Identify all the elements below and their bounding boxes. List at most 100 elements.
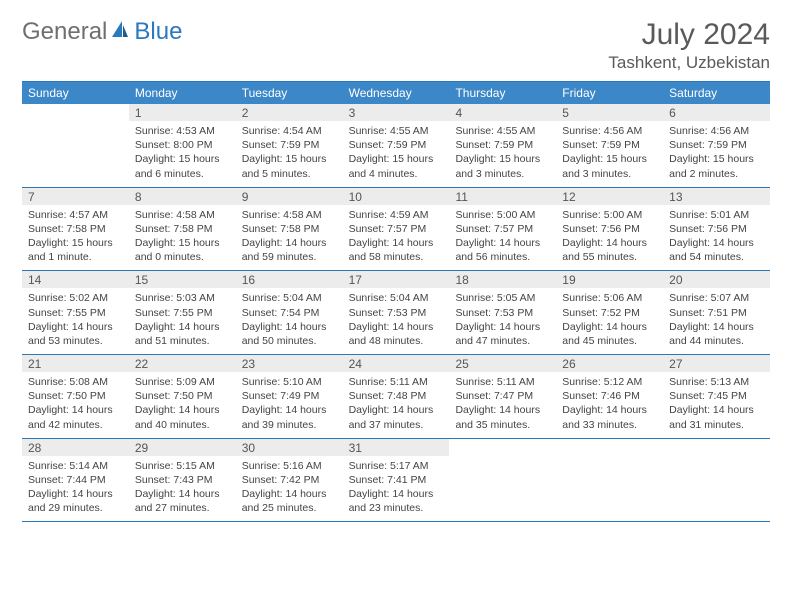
sunset-text: Sunset: 7:58 PM	[135, 222, 230, 236]
daylight-text: Daylight: 14 hours and 55 minutes.	[562, 236, 657, 264]
daylight-text: Daylight: 14 hours and 42 minutes.	[28, 403, 123, 431]
sunrise-text: Sunrise: 5:00 AM	[455, 208, 550, 222]
day-cell: 24Sunrise: 5:11 AMSunset: 7:48 PMDayligh…	[343, 355, 450, 438]
day-data: Sunrise: 4:55 AMSunset: 7:59 PMDaylight:…	[449, 121, 556, 187]
weeks-container: 1Sunrise: 4:53 AMSunset: 8:00 PMDaylight…	[22, 104, 770, 522]
day-data: Sunrise: 5:02 AMSunset: 7:55 PMDaylight:…	[22, 288, 129, 354]
sunset-text: Sunset: 7:45 PM	[669, 389, 764, 403]
sunrise-text: Sunrise: 5:15 AM	[135, 459, 230, 473]
daylight-text: Daylight: 14 hours and 50 minutes.	[242, 320, 337, 348]
day-cell: 7Sunrise: 4:57 AMSunset: 7:58 PMDaylight…	[22, 188, 129, 271]
day-cell: 20Sunrise: 5:07 AMSunset: 7:51 PMDayligh…	[663, 271, 770, 354]
title-block: July 2024 Tashkent, Uzbekistan	[608, 18, 770, 73]
day-number: 28	[22, 439, 129, 456]
day-data: Sunrise: 5:04 AMSunset: 7:54 PMDaylight:…	[236, 288, 343, 354]
sunrise-text: Sunrise: 5:06 AM	[562, 291, 657, 305]
daylight-text: Daylight: 14 hours and 40 minutes.	[135, 403, 230, 431]
day-number: 24	[343, 355, 450, 372]
day-header: Tuesday	[236, 82, 343, 104]
sunset-text: Sunset: 7:59 PM	[669, 138, 764, 152]
day-data: Sunrise: 5:01 AMSunset: 7:56 PMDaylight:…	[663, 205, 770, 271]
sunrise-text: Sunrise: 4:58 AM	[242, 208, 337, 222]
daylight-text: Daylight: 15 hours and 2 minutes.	[669, 152, 764, 180]
month-title: July 2024	[608, 18, 770, 51]
daylight-text: Daylight: 14 hours and 53 minutes.	[28, 320, 123, 348]
sunset-text: Sunset: 7:59 PM	[562, 138, 657, 152]
daylight-text: Daylight: 14 hours and 33 minutes.	[562, 403, 657, 431]
logo-sail-icon	[110, 19, 130, 44]
sunset-text: Sunset: 7:56 PM	[669, 222, 764, 236]
day-data: Sunrise: 5:04 AMSunset: 7:53 PMDaylight:…	[343, 288, 450, 354]
sunset-text: Sunset: 7:59 PM	[455, 138, 550, 152]
day-data: Sunrise: 5:11 AMSunset: 7:48 PMDaylight:…	[343, 372, 450, 438]
week-row: 7Sunrise: 4:57 AMSunset: 7:58 PMDaylight…	[22, 188, 770, 272]
day-number: 19	[556, 271, 663, 288]
sunrise-text: Sunrise: 5:04 AM	[349, 291, 444, 305]
daylight-text: Daylight: 14 hours and 47 minutes.	[455, 320, 550, 348]
day-number: 7	[22, 188, 129, 205]
day-data: Sunrise: 5:06 AMSunset: 7:52 PMDaylight:…	[556, 288, 663, 354]
day-cell: 26Sunrise: 5:12 AMSunset: 7:46 PMDayligh…	[556, 355, 663, 438]
sunset-text: Sunset: 7:50 PM	[135, 389, 230, 403]
daylight-text: Daylight: 14 hours and 59 minutes.	[242, 236, 337, 264]
day-header: Friday	[556, 82, 663, 104]
sunrise-text: Sunrise: 5:12 AM	[562, 375, 657, 389]
day-number: 26	[556, 355, 663, 372]
daylight-text: Daylight: 14 hours and 27 minutes.	[135, 487, 230, 515]
daylight-text: Daylight: 14 hours and 56 minutes.	[455, 236, 550, 264]
day-data: Sunrise: 5:15 AMSunset: 7:43 PMDaylight:…	[129, 456, 236, 522]
day-data: Sunrise: 4:56 AMSunset: 7:59 PMDaylight:…	[556, 121, 663, 187]
day-cell: 4Sunrise: 4:55 AMSunset: 7:59 PMDaylight…	[449, 104, 556, 187]
day-header: Wednesday	[343, 82, 450, 104]
sunrise-text: Sunrise: 5:10 AM	[242, 375, 337, 389]
sunset-text: Sunset: 7:42 PM	[242, 473, 337, 487]
day-number: 31	[343, 439, 450, 456]
day-data	[663, 456, 770, 518]
sunset-text: Sunset: 7:55 PM	[135, 306, 230, 320]
daylight-text: Daylight: 14 hours and 58 minutes.	[349, 236, 444, 264]
day-number: 22	[129, 355, 236, 372]
daylight-text: Daylight: 15 hours and 6 minutes.	[135, 152, 230, 180]
day-cell: 9Sunrise: 4:58 AMSunset: 7:58 PMDaylight…	[236, 188, 343, 271]
day-number: 29	[129, 439, 236, 456]
sunrise-text: Sunrise: 5:08 AM	[28, 375, 123, 389]
logo-text-blue: Blue	[134, 18, 182, 46]
daylight-text: Daylight: 14 hours and 44 minutes.	[669, 320, 764, 348]
sunrise-text: Sunrise: 4:59 AM	[349, 208, 444, 222]
day-data: Sunrise: 4:58 AMSunset: 7:58 PMDaylight:…	[236, 205, 343, 271]
day-data: Sunrise: 5:00 AMSunset: 7:56 PMDaylight:…	[556, 205, 663, 271]
daylight-text: Daylight: 15 hours and 3 minutes.	[562, 152, 657, 180]
day-cell: 29Sunrise: 5:15 AMSunset: 7:43 PMDayligh…	[129, 439, 236, 522]
day-number: 13	[663, 188, 770, 205]
daylight-text: Daylight: 14 hours and 37 minutes.	[349, 403, 444, 431]
day-cell: 3Sunrise: 4:55 AMSunset: 7:59 PMDaylight…	[343, 104, 450, 187]
day-data	[449, 456, 556, 518]
day-number: 23	[236, 355, 343, 372]
day-cell	[663, 439, 770, 522]
day-number: 9	[236, 188, 343, 205]
daylight-text: Daylight: 15 hours and 1 minute.	[28, 236, 123, 264]
day-data: Sunrise: 5:05 AMSunset: 7:53 PMDaylight:…	[449, 288, 556, 354]
day-number: 25	[449, 355, 556, 372]
day-data: Sunrise: 5:09 AMSunset: 7:50 PMDaylight:…	[129, 372, 236, 438]
sunrise-text: Sunrise: 5:02 AM	[28, 291, 123, 305]
daylight-text: Daylight: 14 hours and 39 minutes.	[242, 403, 337, 431]
daylight-text: Daylight: 14 hours and 45 minutes.	[562, 320, 657, 348]
day-number	[556, 439, 663, 456]
day-cell: 23Sunrise: 5:10 AMSunset: 7:49 PMDayligh…	[236, 355, 343, 438]
sunset-text: Sunset: 7:50 PM	[28, 389, 123, 403]
day-cell: 10Sunrise: 4:59 AMSunset: 7:57 PMDayligh…	[343, 188, 450, 271]
daylight-text: Daylight: 14 hours and 31 minutes.	[669, 403, 764, 431]
sunrise-text: Sunrise: 4:56 AM	[669, 124, 764, 138]
day-number: 17	[343, 271, 450, 288]
sunrise-text: Sunrise: 5:00 AM	[562, 208, 657, 222]
day-number: 14	[22, 271, 129, 288]
sunset-text: Sunset: 7:58 PM	[28, 222, 123, 236]
sunset-text: Sunset: 8:00 PM	[135, 138, 230, 152]
sunrise-text: Sunrise: 5:16 AM	[242, 459, 337, 473]
daylight-text: Daylight: 15 hours and 3 minutes.	[455, 152, 550, 180]
day-number	[449, 439, 556, 456]
daylight-text: Daylight: 15 hours and 5 minutes.	[242, 152, 337, 180]
day-number: 18	[449, 271, 556, 288]
logo-text-general: General	[22, 18, 107, 46]
